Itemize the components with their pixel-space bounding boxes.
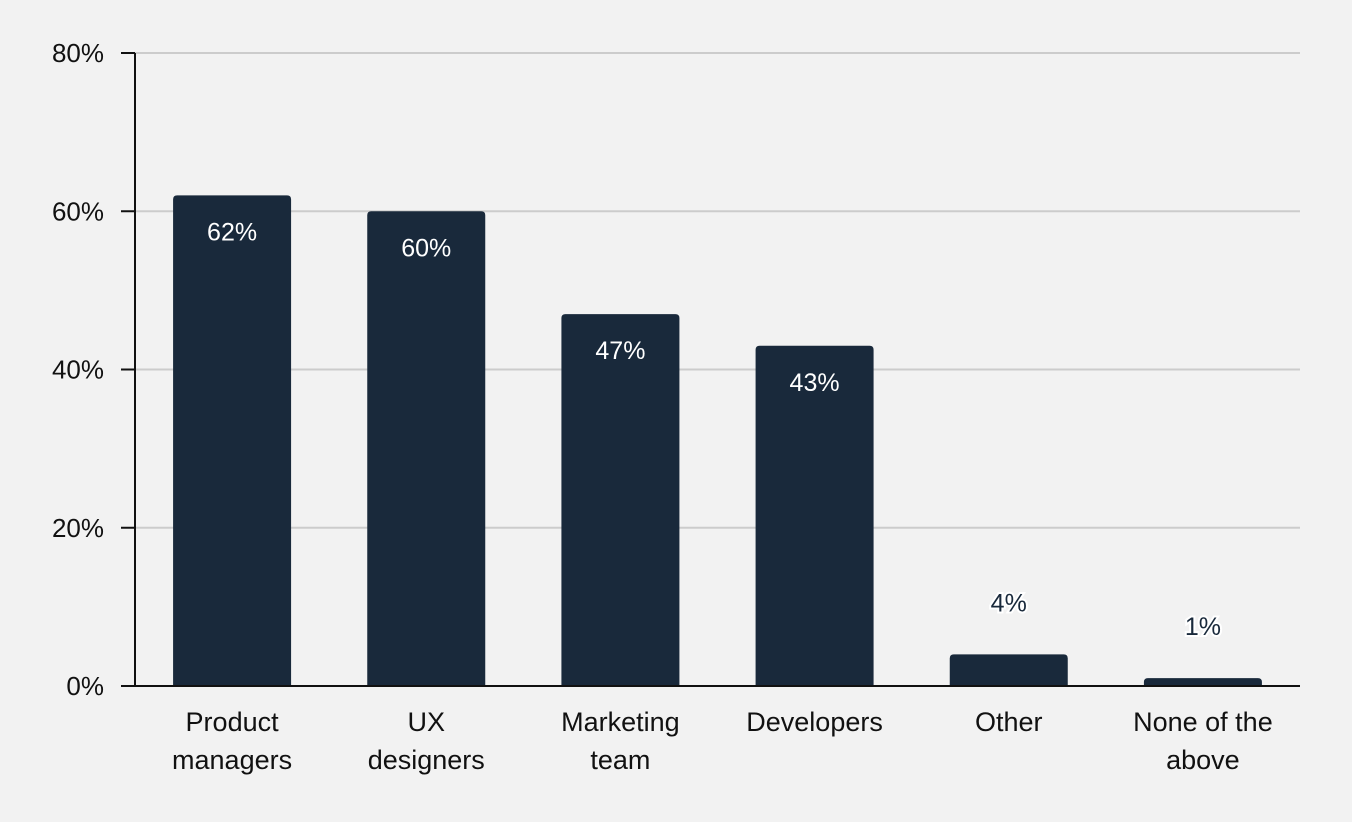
x-tick-label: designers: [368, 745, 485, 775]
data-label: 60%: [401, 234, 451, 262]
bar: [949, 654, 1068, 686]
x-tick-label: Developers: [746, 707, 883, 737]
bar: [367, 211, 486, 686]
data-label: 47%: [595, 337, 645, 365]
x-tick-label: UX: [407, 707, 445, 737]
x-tick-label: managers: [172, 745, 292, 775]
bar: [561, 314, 680, 686]
data-label: 1%: [1185, 613, 1221, 641]
x-tick-label: Other: [975, 707, 1043, 737]
data-label: 62%: [207, 218, 257, 246]
data-label: 4%: [991, 589, 1027, 617]
bar: [173, 195, 292, 687]
bar: [755, 345, 874, 686]
x-tick-label: Marketing: [561, 707, 680, 737]
y-tick-label: 0%: [66, 671, 104, 701]
x-tick-label: above: [1166, 745, 1240, 775]
y-tick-label: 20%: [52, 513, 104, 543]
x-tick-label: team: [590, 745, 650, 775]
data-label: 43%: [790, 369, 840, 397]
x-tick-label: None of the: [1133, 707, 1273, 737]
bar: [1143, 678, 1262, 686]
y-tick-label: 80%: [52, 38, 104, 68]
y-tick-label: 60%: [52, 196, 104, 226]
y-tick-label: 40%: [52, 355, 104, 385]
x-tick-label: Product: [186, 707, 280, 737]
